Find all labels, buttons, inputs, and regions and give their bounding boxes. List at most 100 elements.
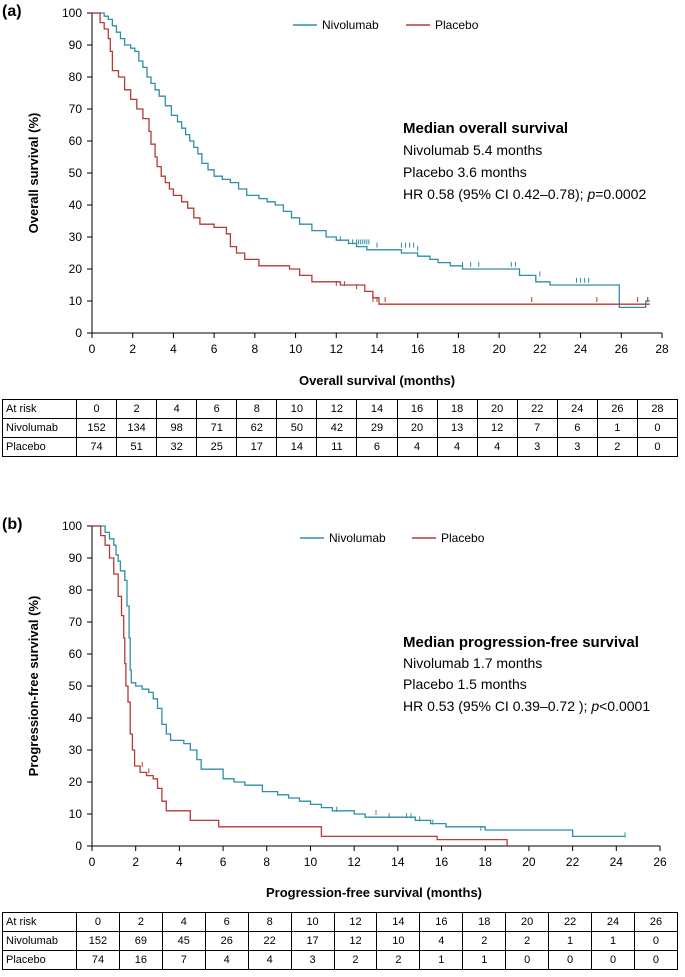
panel-b-risk-table: At risk 0 2 4 6 8 10 12 14 16 18 20 22 24 26 Nivolumab 1… [2,912,679,970]
risk-table-cell: 26 [633,912,679,932]
risk-table-cell: 12 [316,399,358,419]
risk-table-cell: 4 [436,437,478,457]
panel-a-nivolumab-curve [92,12,650,309]
panel-b-x-tick-label: 4 [176,855,183,869]
risk-table-cell: 7 [161,950,206,970]
risk-table-cell: 12 [333,931,378,951]
risk-table-cell: 20 [505,912,550,932]
panel-b-x-tick-label: 24 [610,855,624,869]
panel-a-x-tick-label: 6 [211,342,218,356]
panel-a-x-tick-label: 4 [170,342,177,356]
risk-table-cell: 0 [636,437,679,457]
risk-table-cell: 0 [76,912,120,932]
panel-b-y-tick-label: 70 [69,615,83,629]
risk-table-cell: 22 [516,399,558,419]
panel-a-x-tick-label: 10 [289,342,303,356]
risk-table-cell: 4 [204,950,249,970]
panel-b-y-tick-label: 10 [69,807,83,821]
panel-b-y-tick-label: 90 [69,551,83,565]
panel-a-x-tick-label: 2 [129,342,136,356]
panel-a-y-tick-label: 100 [62,6,82,20]
panel-a-annotation-placebo: Placebo 3.6 months [403,164,527,180]
risk-table-cell: 8 [247,912,292,932]
panel-a-y-axis-title: Overall survival (%) [26,113,41,234]
risk-table-cell: 74 [75,437,118,457]
panel-a-x-tick-label: 14 [370,342,384,356]
risk-table-cell: 3 [290,950,335,970]
panel-a-legend-placebo: Placebo [435,18,479,32]
risk-table-cell: 32 [156,437,198,457]
risk-table-row-label: Nivolumab [2,931,77,951]
risk-table-cell: 10 [376,931,421,951]
panel-b-y-tick-label: 50 [69,679,83,693]
panel-b-x-axis-title: Progression-free survival (months) [266,885,482,900]
risk-table-row-label: Placebo [2,950,77,970]
risk-table-cell: 2 [376,950,421,970]
risk-table-cell: 10 [276,399,318,419]
risk-table-cell: 0 [633,931,679,951]
risk-table-cell: 2 [118,912,163,932]
panel-a-x-tick-label: 26 [615,342,629,356]
risk-table-cell: 6 [204,912,249,932]
panel-a-x-tick-label: 8 [252,342,259,356]
risk-table-cell: 7 [516,418,558,438]
risk-table-cell: 28 [636,399,679,419]
panel-b-x-tick-label: 10 [304,855,318,869]
panel-a-y-tick-label: 70 [69,102,83,116]
risk-table-cell: 12 [476,418,518,438]
risk-table-cell: 11 [316,437,358,457]
risk-table-cell: 0 [591,950,635,970]
panel-b-x-tick-label: 0 [89,855,96,869]
risk-table-cell: 6 [556,418,598,438]
risk-table-cell: 152 [75,418,118,438]
risk-table-cell: 17 [236,437,278,457]
risk-table-cell: 18 [462,912,507,932]
panel-a-y-tick-label: 30 [69,230,83,244]
panel-a-annotation-title: Median overall survival [403,120,568,137]
panel-b-y-tick-label: 20 [69,775,83,789]
risk-table-cell: 62 [236,418,278,438]
panel-b-y-tick-label: 0 [75,839,82,853]
panel-b-x-tick-label: 2 [132,855,139,869]
risk-table-cell: 12 [333,912,378,932]
risk-table-cell: 51 [116,437,158,457]
risk-table-cell: 6 [196,399,238,419]
panel-a-y-tick-label: 90 [69,38,83,52]
panel-a-y-tick-label: 10 [69,294,83,308]
risk-table-cell: 2 [116,399,158,419]
risk-table-cell: 1 [591,931,635,951]
panel-a-risk-table: At risk 0 2 4 6 8 10 12 14 16 18 20 22 24 26 28 Nivoluma… [2,399,679,457]
panel-b-label: (b) [2,516,22,533]
risk-table-cell: 1 [462,950,507,970]
risk-table-cell: 42 [316,418,358,438]
panel-b-x-tick-label: 6 [220,855,227,869]
risk-table-cell: 74 [76,950,120,970]
panel-b-x-tick-label: 14 [391,855,405,869]
panel-b-x-tick-label: 12 [347,855,361,869]
panel-b-legend-placebo: Placebo [441,531,485,545]
panel-a-annotation-hr: HR 0.58 (95% CI 0.42–0.78); p=0.0002 [403,186,646,202]
risk-table-header-row: At risk 0 2 4 6 8 10 12 14 16 18 20 22 24 26 28 [2,399,679,419]
risk-table-cell: 1 [596,418,638,438]
risk-table-cell: 16 [419,912,464,932]
panel-b-annotation-placebo: Placebo 1.5 months [403,676,527,692]
risk-table-cell: 13 [436,418,478,438]
risk-table-cell: 8 [236,399,278,419]
risk-table-cell: 4 [161,912,206,932]
risk-table-cell: 22 [247,931,292,951]
panel-b-y-tick-label: 40 [69,711,83,725]
risk-table-cell: 1 [548,931,593,951]
panel-b-annotation-nivolumab: Nivolumab 1.7 months [403,655,542,671]
risk-table-cell: 26 [596,399,638,419]
risk-table-cell: 25 [196,437,238,457]
panel-a-x-tick-label: 12 [330,342,344,356]
risk-table-cell: 3 [556,437,598,457]
risk-table-row: Nivolumab 152 69 45 26 22 17 12 10 4 2 2 1 1 0 [2,931,679,951]
risk-table-cell: 6 [356,437,398,457]
risk-table-cell: 20 [476,399,518,419]
risk-table-cell: 14 [276,437,318,457]
risk-table-cell: 2 [462,931,507,951]
panel-a-annotation-nivolumab: Nivolumab 5.4 months [403,142,542,158]
panel-a-label: (a) [2,3,22,20]
panel-b-y-tick-label: 30 [69,743,83,757]
